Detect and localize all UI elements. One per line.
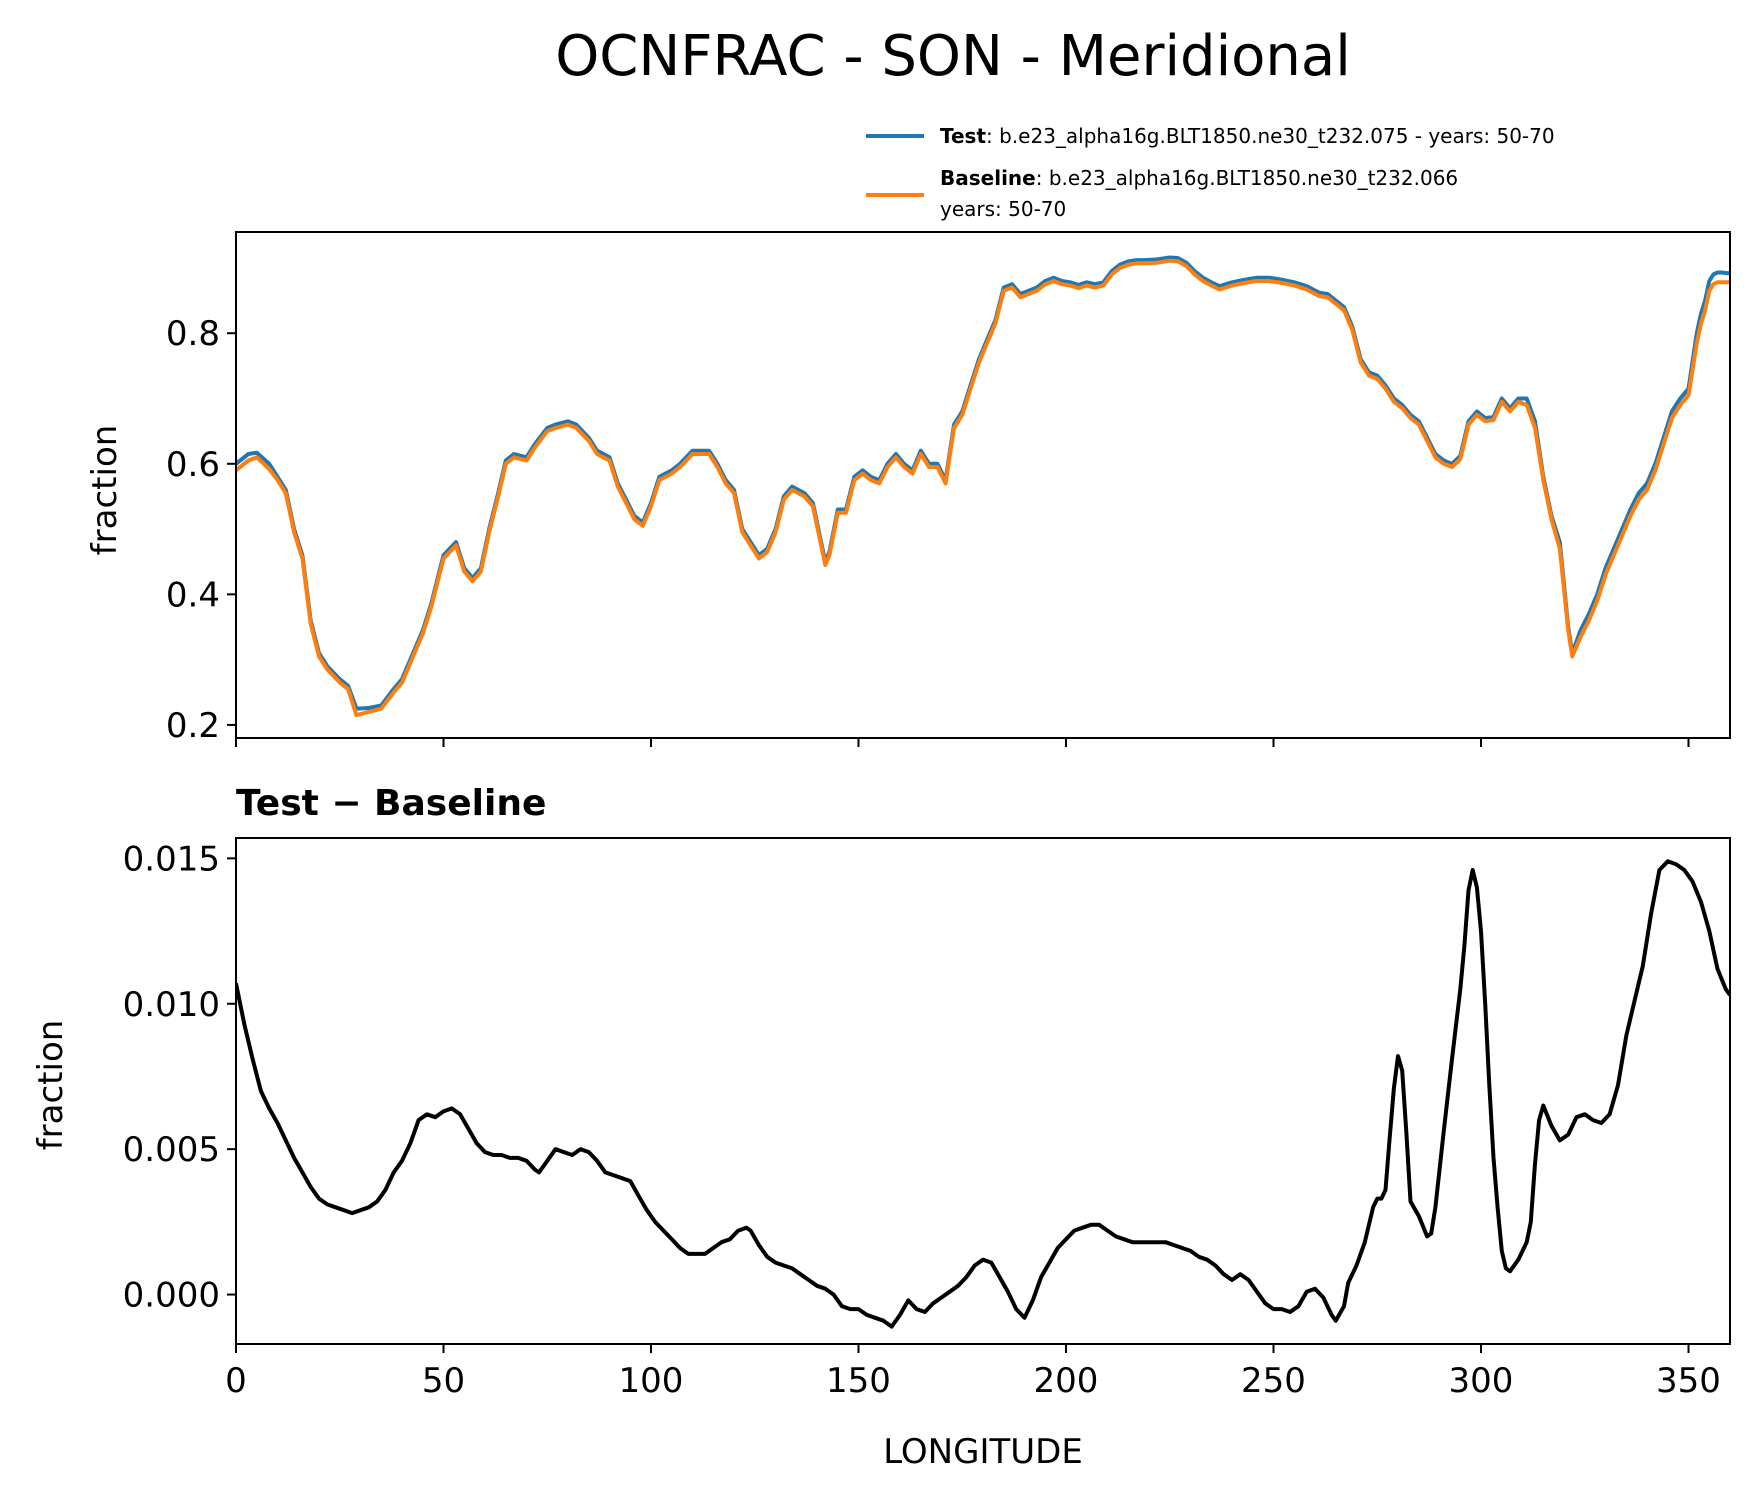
bottom-axes-frame — [235, 837, 1731, 1345]
bottom-plot-area — [236, 859, 1730, 1329]
y-tick-label: 0.000 — [123, 1276, 220, 1316]
top-panel: 0.2 0.4 0.6 0.8 fraction — [85, 231, 1731, 747]
x-tick-label: 350 — [1656, 1361, 1721, 1401]
y-tick-label: 0.6 — [166, 445, 220, 485]
x-tick-label: 0 — [225, 1361, 247, 1401]
top-axes-frame — [235, 231, 1731, 739]
legend-text-baseline-years: years: 50-70 — [940, 197, 1066, 221]
top-y-ticks: 0.2 0.4 0.6 0.8 — [166, 314, 236, 746]
y-tick-label: 0.010 — [123, 985, 220, 1025]
top-y-axis-label: fraction — [85, 425, 125, 556]
top-x-ticks — [235, 738, 1690, 747]
x-tick-label: 50 — [422, 1361, 465, 1401]
bottom-x-ticks: 0 50 100 150 200 250 300 350 — [225, 1344, 1721, 1401]
legend: Test: b.e23_alpha16g.BLT1850.ne30_t232.0… — [866, 124, 1555, 221]
x-tick-label: 100 — [619, 1361, 684, 1401]
series-line-difference — [236, 859, 1730, 1329]
legend-text-test: : b.e23_alpha16g.BLT1850.ne30_t232.075 -… — [986, 124, 1555, 148]
series-line-baseline — [236, 258, 1730, 718]
x-tick-label: 150 — [826, 1361, 891, 1401]
bottom-y-axis-label: fraction — [31, 1020, 71, 1151]
top-plot-area — [236, 255, 1730, 718]
y-tick-label: 0.4 — [166, 575, 220, 615]
x-tick-label: 250 — [1241, 1361, 1306, 1401]
legend-text-baseline: : b.e23_alpha16g.BLT1850.ne30_t232.066 — [1036, 166, 1458, 190]
x-axis-label: LONGITUDE — [883, 1432, 1083, 1472]
figure-title: OCNFRAC - SON - Meridional — [555, 24, 1351, 89]
y-tick-label: 0.8 — [166, 314, 220, 354]
bottom-panel-title: Test − Baseline — [236, 783, 546, 824]
x-tick-label: 200 — [1034, 1361, 1099, 1401]
y-tick-label: 0.005 — [123, 1130, 220, 1170]
legend-entry-test: Test: b.e23_alpha16g.BLT1850.ne30_t232.0… — [940, 124, 1555, 148]
bottom-panel: Test − Baseline 0.000 0.005 0.010 0.015 0 50… — [31, 783, 1731, 1472]
y-tick-label: 0.2 — [166, 706, 220, 746]
x-tick-label: 300 — [1449, 1361, 1514, 1401]
series-line-test — [236, 255, 1730, 711]
legend-entry-baseline: Baseline: b.e23_alpha16g.BLT1850.ne30_t2… — [940, 166, 1458, 190]
legend-name-baseline: Baseline — [940, 166, 1036, 190]
y-tick-label: 0.015 — [123, 839, 220, 879]
legend-name-test: Test — [940, 124, 986, 148]
bottom-y-ticks: 0.000 0.005 0.010 0.015 — [123, 839, 236, 1316]
